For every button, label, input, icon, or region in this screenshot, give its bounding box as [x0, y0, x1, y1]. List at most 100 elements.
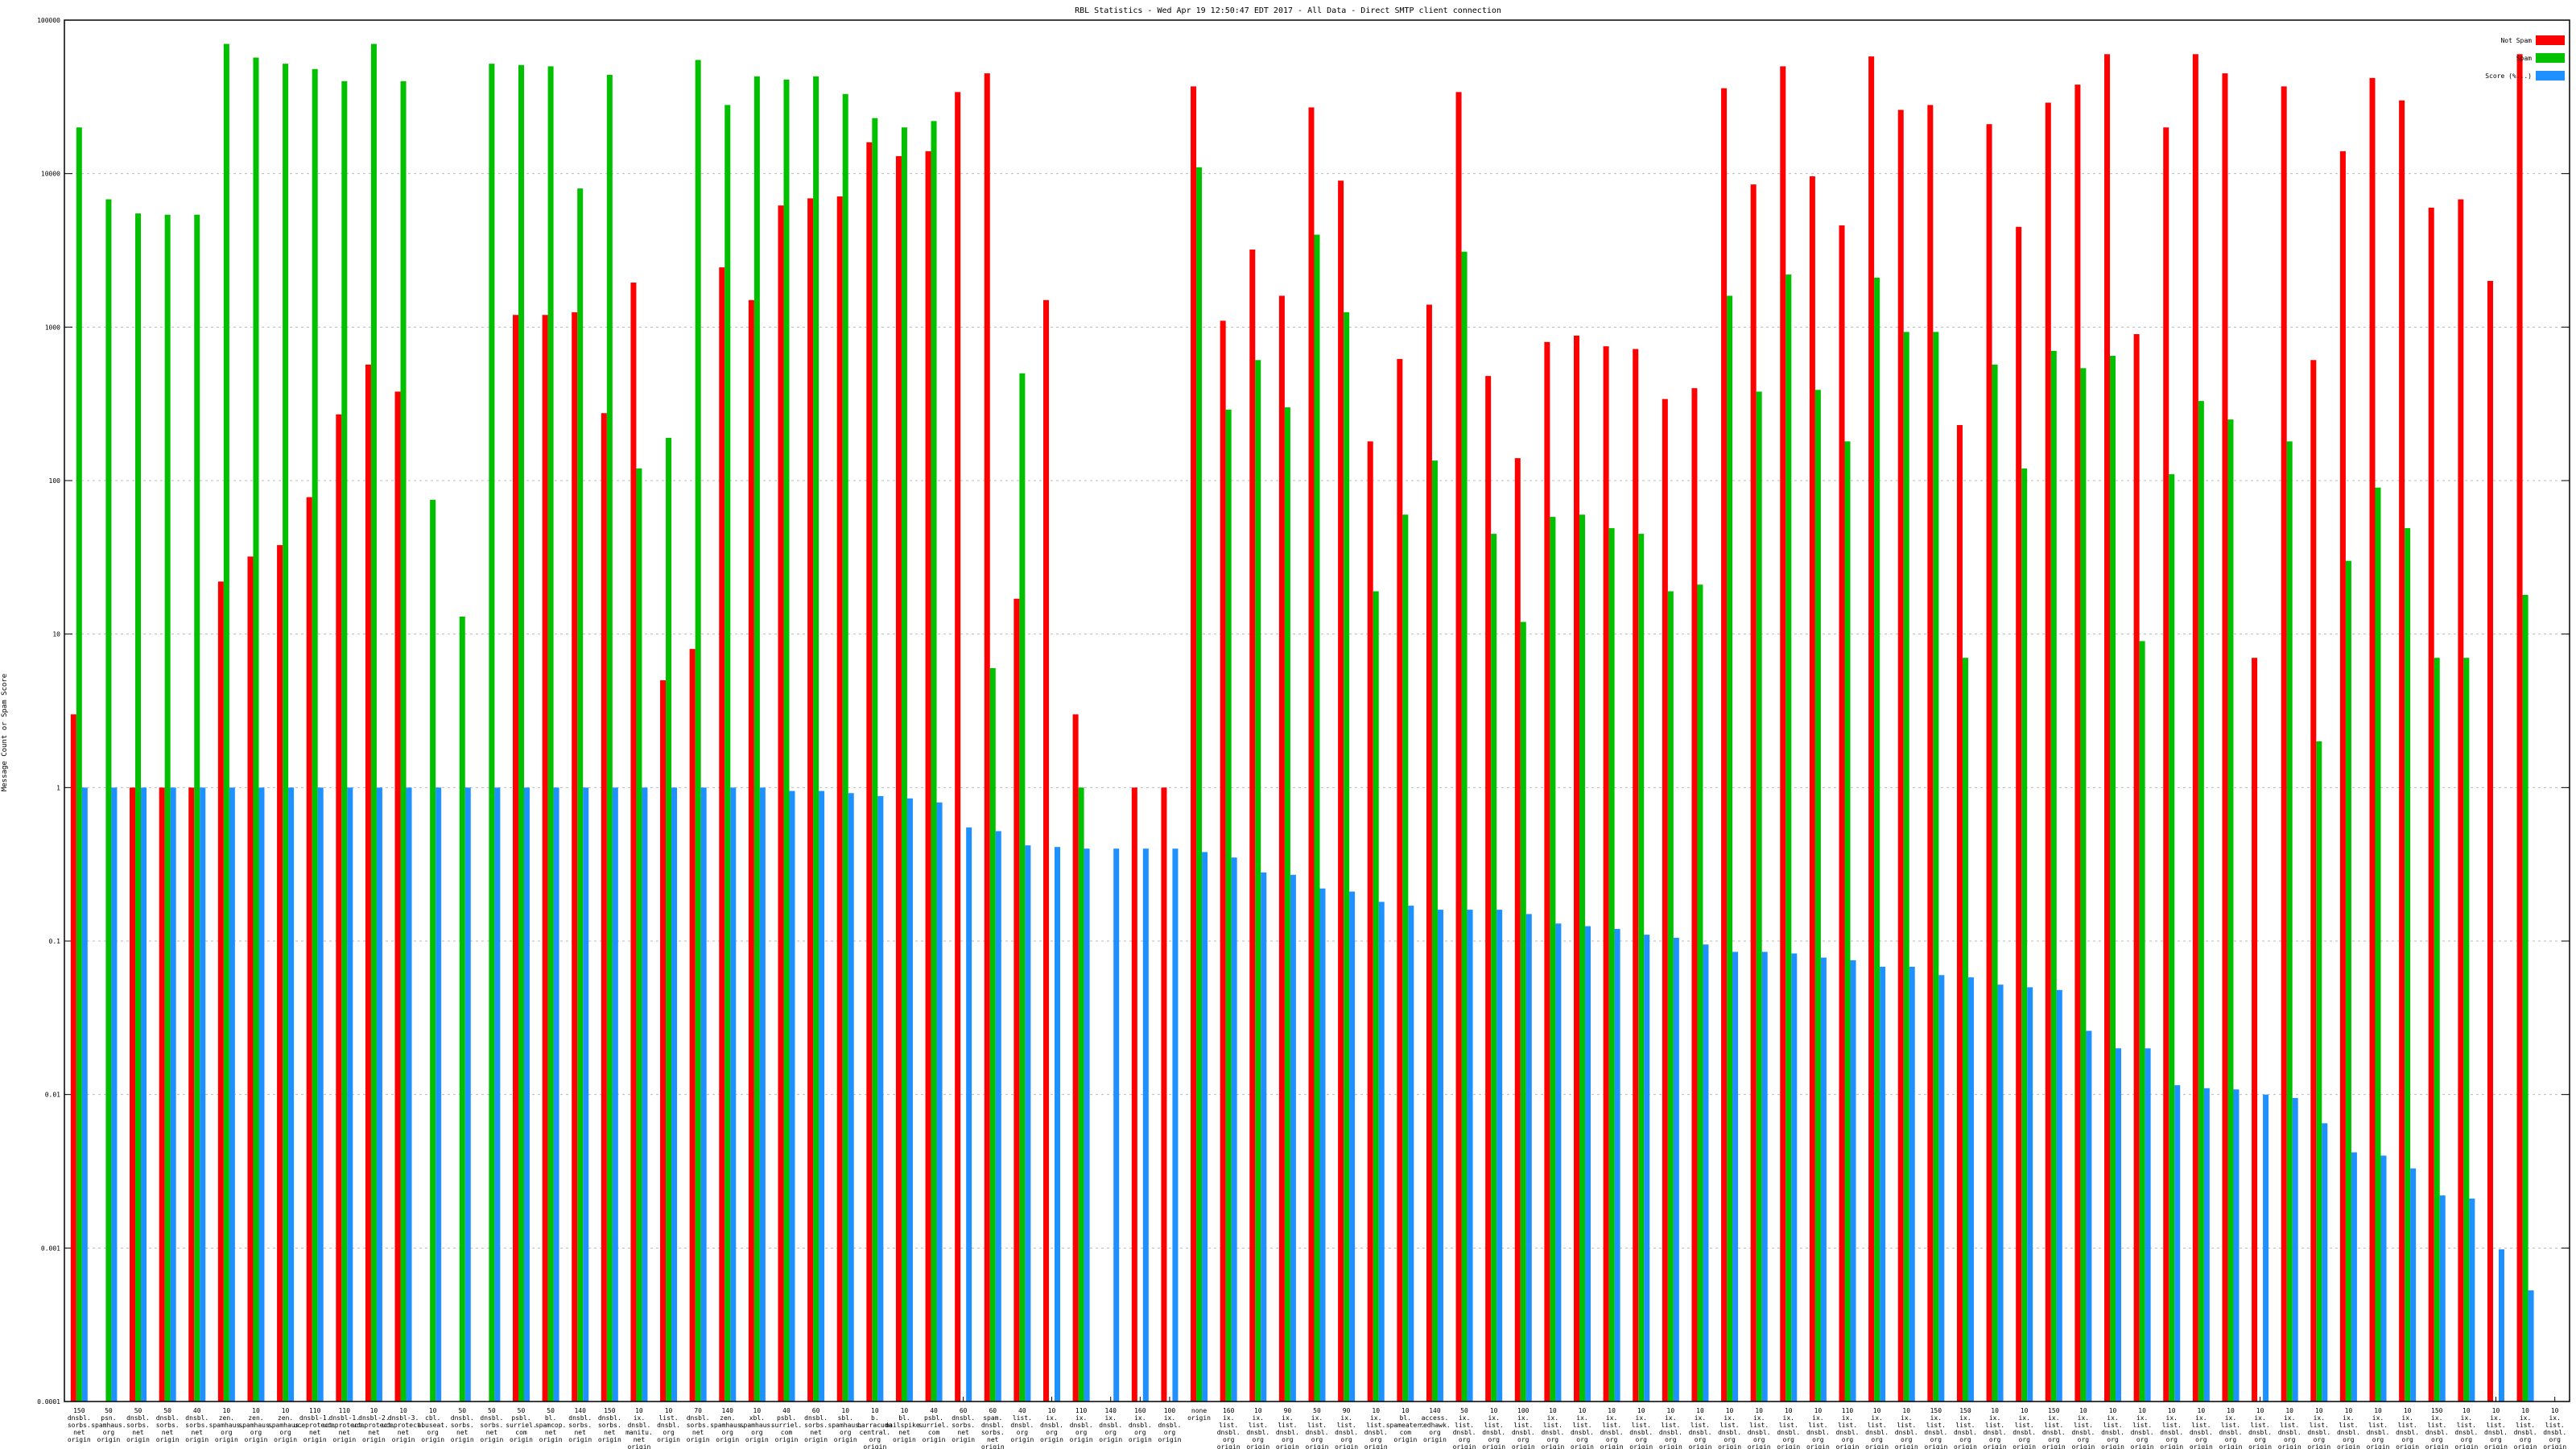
x-tick-label-line: psbl. — [511, 1414, 530, 1422]
x-tick-label: 10 ix. list. dnsbl. org origin — [2071, 1407, 2095, 1449]
bar-spam — [76, 127, 82, 1402]
x-tick-label-line: origin — [1246, 1443, 1269, 1449]
x-tick-label-line: ix. — [1488, 1414, 1499, 1422]
x-tick-label-line: origin — [2543, 1443, 2566, 1449]
bar-not-spam — [1485, 376, 1492, 1402]
x-tick-label-line: origin — [1629, 1443, 1653, 1449]
x-tick-label-line: sorbs. — [480, 1422, 503, 1429]
bar-score — [1172, 848, 1179, 1402]
x-tick-label-line: 50 — [163, 1407, 171, 1414]
x-tick-label-line: dnsbl. — [1748, 1429, 1771, 1436]
bar-score — [170, 787, 176, 1402]
x-tick-label-line: ix. — [1104, 1414, 1116, 1422]
x-tick-label-line: dnsbl. — [1718, 1429, 1741, 1436]
x-tick-label-line: 10 — [1902, 1407, 1910, 1414]
bar-spam — [2198, 401, 2204, 1402]
bar-spam — [1962, 658, 1968, 1402]
x-tick-label-line: ix. — [1253, 1414, 1264, 1422]
x-tick-label-line: ix. — [1959, 1414, 1971, 1422]
x-tick-label-line: sorbs. — [598, 1422, 621, 1429]
x-tick-label-line: dnsbl. — [2278, 1429, 2301, 1436]
x-tick-label-line: org — [1959, 1436, 1971, 1443]
x-tick-label-line: 160 — [1223, 1407, 1235, 1414]
bar-spam — [1874, 277, 1880, 1402]
x-tick-label-line: list. — [1337, 1422, 1356, 1429]
bar-spam — [577, 188, 584, 1402]
x-tick-label-line: ix. — [2343, 1414, 2354, 1422]
x-tick-label-line: org — [1724, 1436, 1736, 1443]
x-tick-label: 40 list. dnsbl. org origin — [1010, 1407, 1034, 1443]
bar-score — [1054, 847, 1060, 1402]
x-tick-label-line: origin — [1659, 1443, 1682, 1449]
x-tick-label-line: ix. — [2195, 1414, 2207, 1422]
bar-score — [1703, 944, 1709, 1402]
x-tick-label-line: ix. — [1046, 1414, 1057, 1422]
bar-not-spam — [159, 787, 165, 1402]
x-tick-label: 50 dnsbl. sorbs. net origin — [480, 1407, 503, 1443]
x-tick-label-line: psbl. — [924, 1414, 943, 1422]
bar-not-spam — [1897, 109, 1904, 1402]
x-tick-label-line: dnsbl. — [1865, 1429, 1889, 1436]
bar-spam — [1373, 591, 1379, 1402]
bar-spam — [1491, 534, 1497, 1402]
x-tick-label-line: com — [515, 1429, 527, 1436]
x-tick-label-line: 10 — [2198, 1407, 2206, 1414]
bar-spam — [695, 60, 701, 1402]
x-tick-label-line: dnsbl. — [1129, 1422, 1152, 1429]
bar-not-spam — [1367, 441, 1373, 1402]
x-tick-label-line: 100 — [1517, 1407, 1530, 1414]
x-tick-label-line: origin — [1571, 1443, 1594, 1449]
x-tick-label-line: 10 — [665, 1407, 673, 1414]
x-tick-label-line: dnsbl. — [2219, 1429, 2243, 1436]
x-tick-label: 10 ix. list. dnsbl. org origin — [2484, 1407, 2508, 1449]
x-tick-label: 10 list. dnsbl. org origin — [657, 1407, 680, 1443]
x-tick-label-line: dnsbl. — [2454, 1429, 2478, 1436]
x-tick-label-line: origin — [1306, 1443, 1329, 1449]
x-tick-label-line: 10 — [1873, 1407, 1881, 1414]
bar-not-spam — [365, 364, 371, 1402]
x-tick-label-line: spamhaus. — [238, 1422, 273, 1429]
bar-not-spam — [895, 155, 902, 1402]
bar-spam — [1078, 787, 1084, 1402]
x-tick-label-line: ix. — [1901, 1414, 1912, 1422]
x-tick-label: 10 ix. list. dnsbl. org origin — [1629, 1407, 1653, 1449]
x-tick-label-line: list. — [1868, 1422, 1887, 1429]
x-tick-label-line: dnsbl. — [1924, 1429, 1947, 1436]
x-tick-label-line: ix. — [1930, 1414, 1942, 1422]
x-tick-label: 50 dnsbl. sorbs. net origin — [126, 1407, 150, 1443]
bar-not-spam — [1603, 346, 1609, 1402]
x-tick-label-line: surriel. — [919, 1422, 950, 1429]
x-tick-label: 10 ix. list. dnsbl. org origin — [2543, 1407, 2566, 1449]
x-tick-label-line: dnsbl. — [1806, 1429, 1830, 1436]
x-tick-label-line: ix. — [1134, 1414, 1146, 1422]
bar-score — [1644, 935, 1650, 1402]
x-tick-label-line: uceprotect. — [323, 1422, 365, 1429]
x-tick-label-line: spameater. — [1386, 1422, 1425, 1429]
bar-score — [2027, 987, 2033, 1402]
x-tick-label-line: net — [634, 1436, 646, 1443]
x-tick-label-line: dnsbl. — [2071, 1429, 2095, 1436]
bar-spam — [2522, 594, 2529, 1402]
x-tick-label-line: 10 — [223, 1407, 231, 1414]
bar-score — [2410, 1168, 2417, 1402]
x-tick-label: 10 ix. list. dnsbl. org origin — [1541, 1407, 1564, 1449]
bar-score — [258, 787, 265, 1402]
bar-score — [436, 787, 442, 1402]
x-tick-label: 10 xbl. spamhaus. org origin — [740, 1407, 774, 1443]
x-tick-label-line: net — [486, 1429, 498, 1436]
bar-spam — [459, 616, 465, 1402]
bar-score — [494, 787, 501, 1402]
x-tick-label-line: dnsbl. — [1512, 1429, 1535, 1436]
x-tick-label-line: list. — [1484, 1422, 1504, 1429]
x-tick-label-line: dnsbl. — [2543, 1429, 2566, 1436]
x-tick-label-line: origin — [68, 1436, 91, 1443]
x-tick-label-line: 60 — [989, 1407, 997, 1414]
bar-score — [200, 787, 206, 1402]
x-tick-label-line: 10 — [2256, 1407, 2264, 1414]
x-tick-label-line: dnsbl. — [1217, 1429, 1241, 1436]
x-tick-label: 10 ix. list. dnsbl. org origin — [1246, 1407, 1269, 1449]
x-tick-label-line: sorbs. — [156, 1422, 180, 1429]
x-tick-label-line: spamhaus. — [828, 1422, 863, 1429]
x-tick-label: 10 ix. list. dnsbl. org origin — [1806, 1407, 1830, 1449]
x-tick-label-line: 40 — [930, 1407, 938, 1414]
